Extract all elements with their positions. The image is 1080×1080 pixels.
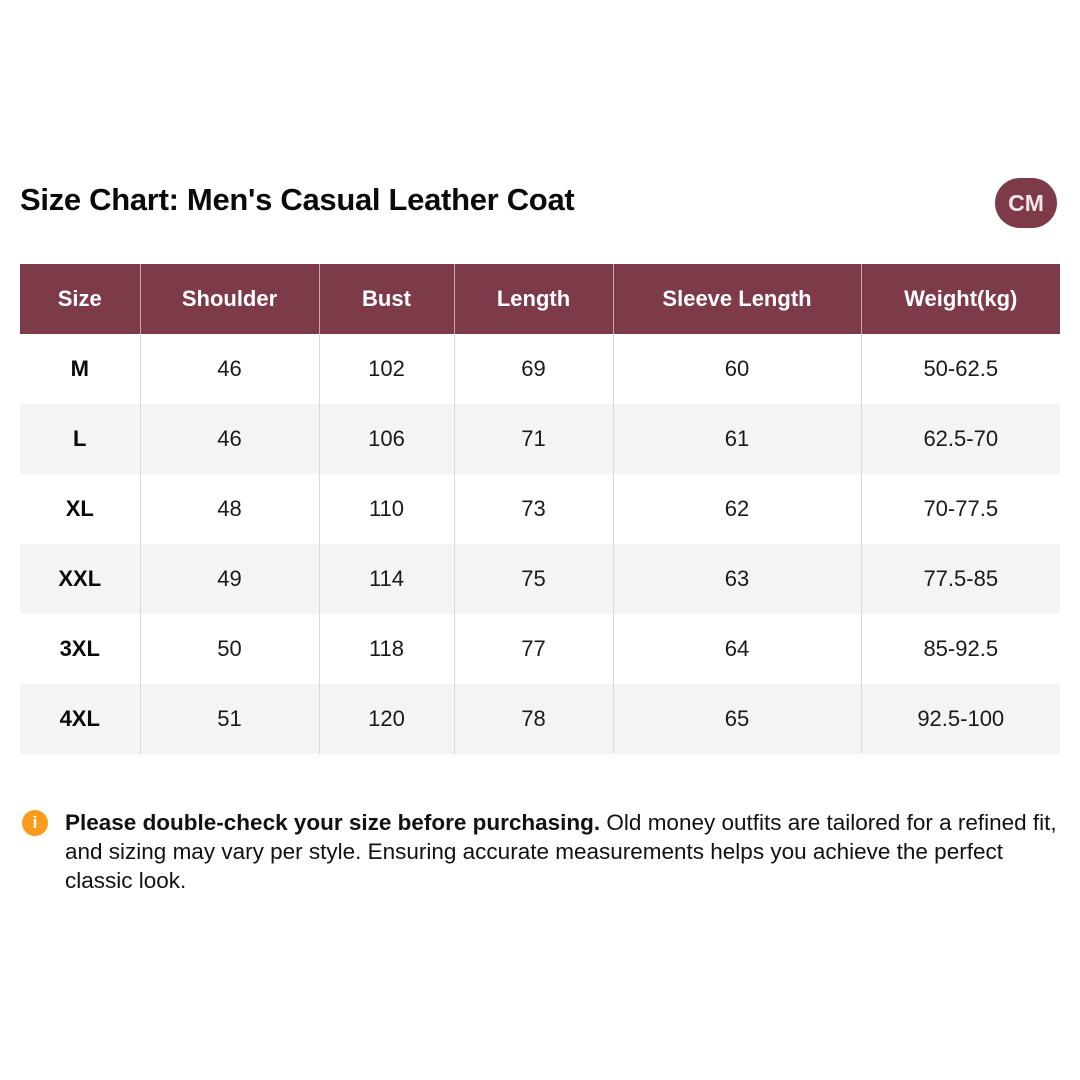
note-body-text: Old money outfits are tailored for a ref… bbox=[65, 810, 1057, 893]
table-row: XL 48 110 73 62 70-77.5 bbox=[20, 474, 1060, 544]
cell-length: 73 bbox=[453, 474, 613, 544]
cell-length: 78 bbox=[453, 684, 613, 754]
cell-weight: 77.5-85 bbox=[860, 544, 1060, 614]
cell-sleeve-length: 63 bbox=[612, 544, 861, 614]
cell-bust: 102 bbox=[318, 334, 454, 404]
column-header-length: Length bbox=[453, 264, 613, 334]
cell-sleeve-length: 64 bbox=[612, 614, 861, 684]
cell-weight: 92.5-100 bbox=[860, 684, 1060, 754]
cell-size: 3XL bbox=[59, 636, 100, 661]
column-header-shoulder: Shoulder bbox=[139, 264, 319, 334]
cell-sleeve-length: 61 bbox=[612, 404, 861, 474]
cell-sleeve-length: 65 bbox=[612, 684, 861, 754]
sizing-note: i Please double-check your size before p… bbox=[22, 808, 1062, 895]
cell-weight: 70-77.5 bbox=[860, 474, 1060, 544]
table-row: L 46 106 71 61 62.5-70 bbox=[20, 404, 1060, 474]
table-header-row: Size Shoulder Bust Length Sleeve Length … bbox=[20, 264, 1060, 334]
table-row: XXL 49 114 75 63 77.5-85 bbox=[20, 544, 1060, 614]
column-header-sleeve-length: Sleeve Length bbox=[612, 264, 861, 334]
column-header-weight: Weight(kg) bbox=[860, 264, 1060, 334]
page-title: Size Chart: Men's Casual Leather Coat bbox=[20, 182, 575, 217]
table-row: 4XL 51 120 78 65 92.5-100 bbox=[20, 684, 1060, 754]
cell-weight: 85-92.5 bbox=[860, 614, 1060, 684]
size-chart-table: Size Shoulder Bust Length Sleeve Length … bbox=[20, 264, 1060, 754]
cell-bust: 120 bbox=[318, 684, 454, 754]
cell-bust: 118 bbox=[318, 614, 454, 684]
cell-weight: 50-62.5 bbox=[860, 334, 1060, 404]
cell-size: XL bbox=[65, 496, 94, 521]
cell-bust: 114 bbox=[318, 544, 454, 614]
cell-shoulder: 46 bbox=[139, 334, 319, 404]
note-bold-text: Please double-check your size before pur… bbox=[65, 810, 601, 835]
cell-shoulder: 48 bbox=[139, 474, 319, 544]
cell-shoulder: 46 bbox=[139, 404, 319, 474]
cell-shoulder: 49 bbox=[139, 544, 319, 614]
cell-shoulder: 51 bbox=[139, 684, 319, 754]
cell-size: M bbox=[70, 356, 89, 381]
column-header-size: Size bbox=[20, 264, 140, 334]
cell-bust: 110 bbox=[318, 474, 454, 544]
table-row: M 46 102 69 60 50-62.5 bbox=[20, 334, 1060, 404]
cell-length: 75 bbox=[453, 544, 613, 614]
cell-sleeve-length: 62 bbox=[612, 474, 861, 544]
note-text: Please double-check your size before pur… bbox=[65, 808, 1062, 895]
cell-weight: 62.5-70 bbox=[860, 404, 1060, 474]
table-row: 3XL 50 118 77 64 85-92.5 bbox=[20, 614, 1060, 684]
unit-toggle-button[interactable]: CM bbox=[995, 178, 1057, 228]
cell-size: XXL bbox=[20, 544, 140, 614]
cell-shoulder: 50 bbox=[139, 614, 319, 684]
cell-size: L bbox=[20, 404, 140, 474]
cell-length: 71 bbox=[453, 404, 613, 474]
info-icon: i bbox=[22, 810, 48, 836]
column-header-bust: Bust bbox=[318, 264, 454, 334]
cell-sleeve-length: 60 bbox=[612, 334, 861, 404]
cell-length: 69 bbox=[453, 334, 613, 404]
cell-bust: 106 bbox=[318, 404, 454, 474]
cell-length: 77 bbox=[453, 614, 613, 684]
cell-size: 4XL bbox=[20, 684, 140, 754]
